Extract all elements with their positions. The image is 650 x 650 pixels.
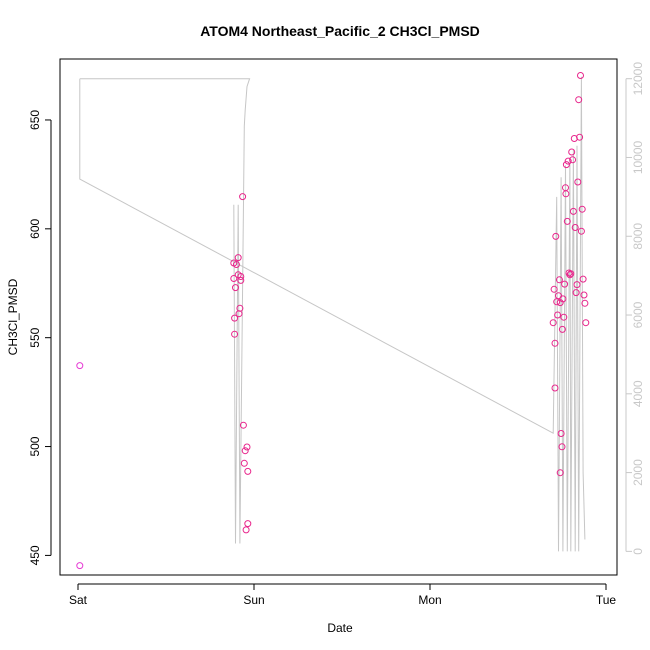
data-point xyxy=(239,193,247,201)
x-axis-label: Date xyxy=(327,621,353,635)
y-tick-label: 600 xyxy=(28,218,42,238)
data-point xyxy=(560,313,568,321)
data-point xyxy=(237,276,245,284)
depth-series-line xyxy=(79,78,251,544)
data-point xyxy=(575,96,583,104)
y-axis-label: CH3Cl_PMSD xyxy=(6,278,20,355)
data-point xyxy=(567,270,575,278)
data-point xyxy=(242,526,250,534)
x-tick-label: Mon xyxy=(418,593,441,607)
data-point xyxy=(569,156,577,164)
data-point xyxy=(551,384,559,392)
data-point xyxy=(236,304,244,312)
x-tick-label: Sat xyxy=(69,593,88,607)
data-point xyxy=(568,148,576,156)
data-point xyxy=(581,299,589,307)
y-tick-label: 500 xyxy=(28,436,42,456)
chart-title: ATOM4 Northeast_Pacific_2 CH3Cl_PMSD xyxy=(200,23,480,39)
data-point xyxy=(237,273,245,280)
data-point xyxy=(572,289,580,297)
y2-tick-label: 4000 xyxy=(631,380,645,407)
series-layer xyxy=(76,72,590,570)
data-point xyxy=(566,271,574,279)
axes-layer: 450 500 550 600 650 0 2000 4000 6000 8000 10000 120… xyxy=(28,62,645,607)
data-point xyxy=(555,276,563,284)
data-point xyxy=(553,298,561,306)
y-tick-label: 550 xyxy=(28,327,42,347)
x-tick-label: Tue xyxy=(596,593,617,607)
x-tick-label: Sun xyxy=(243,593,264,607)
data-point xyxy=(76,562,84,570)
y2-tick-label: 2000 xyxy=(631,459,645,486)
data-point xyxy=(558,325,566,333)
data-point xyxy=(579,275,587,283)
y2-tick-label: 0 xyxy=(631,548,645,555)
data-point xyxy=(556,469,564,477)
data-point xyxy=(241,447,249,455)
data-point xyxy=(559,295,567,303)
data-point xyxy=(571,224,579,231)
data-point xyxy=(76,362,84,370)
plot-frame xyxy=(59,58,618,576)
y-tick-label: 650 xyxy=(28,110,42,130)
y2-tick-label: 6000 xyxy=(631,301,645,328)
data-point xyxy=(574,178,582,186)
data-point xyxy=(569,207,577,215)
data-point xyxy=(557,430,565,437)
data-point xyxy=(239,421,247,429)
data-point xyxy=(232,261,240,268)
data-point xyxy=(240,459,248,467)
data-point xyxy=(230,275,238,282)
y2-tick-label: 8000 xyxy=(631,223,645,250)
data-point xyxy=(231,314,239,322)
depth-series-line xyxy=(79,76,586,552)
data-point xyxy=(551,339,559,347)
data-point xyxy=(578,205,586,213)
y-tick-label: 450 xyxy=(28,545,42,565)
data-point xyxy=(554,311,562,319)
y2-tick-label: 12000 xyxy=(631,62,645,96)
y2-tick-label: 10000 xyxy=(631,140,645,174)
data-point xyxy=(234,254,242,262)
data-point xyxy=(576,133,584,141)
data-point xyxy=(577,227,585,235)
data-point xyxy=(549,319,557,327)
data-point xyxy=(577,72,584,79)
data-point xyxy=(564,157,572,165)
data-point xyxy=(550,285,558,293)
data-point xyxy=(562,161,570,169)
data-point xyxy=(562,190,570,198)
data-point xyxy=(244,520,252,528)
data-point xyxy=(573,281,581,289)
data-point xyxy=(563,217,571,225)
data-point xyxy=(552,232,560,240)
data-point xyxy=(243,443,251,451)
data-point xyxy=(232,284,239,292)
data-point xyxy=(582,319,590,327)
data-point xyxy=(244,467,252,475)
data-point xyxy=(561,280,569,288)
data-point xyxy=(231,330,239,338)
data-point xyxy=(558,443,566,451)
data-point xyxy=(580,291,588,299)
